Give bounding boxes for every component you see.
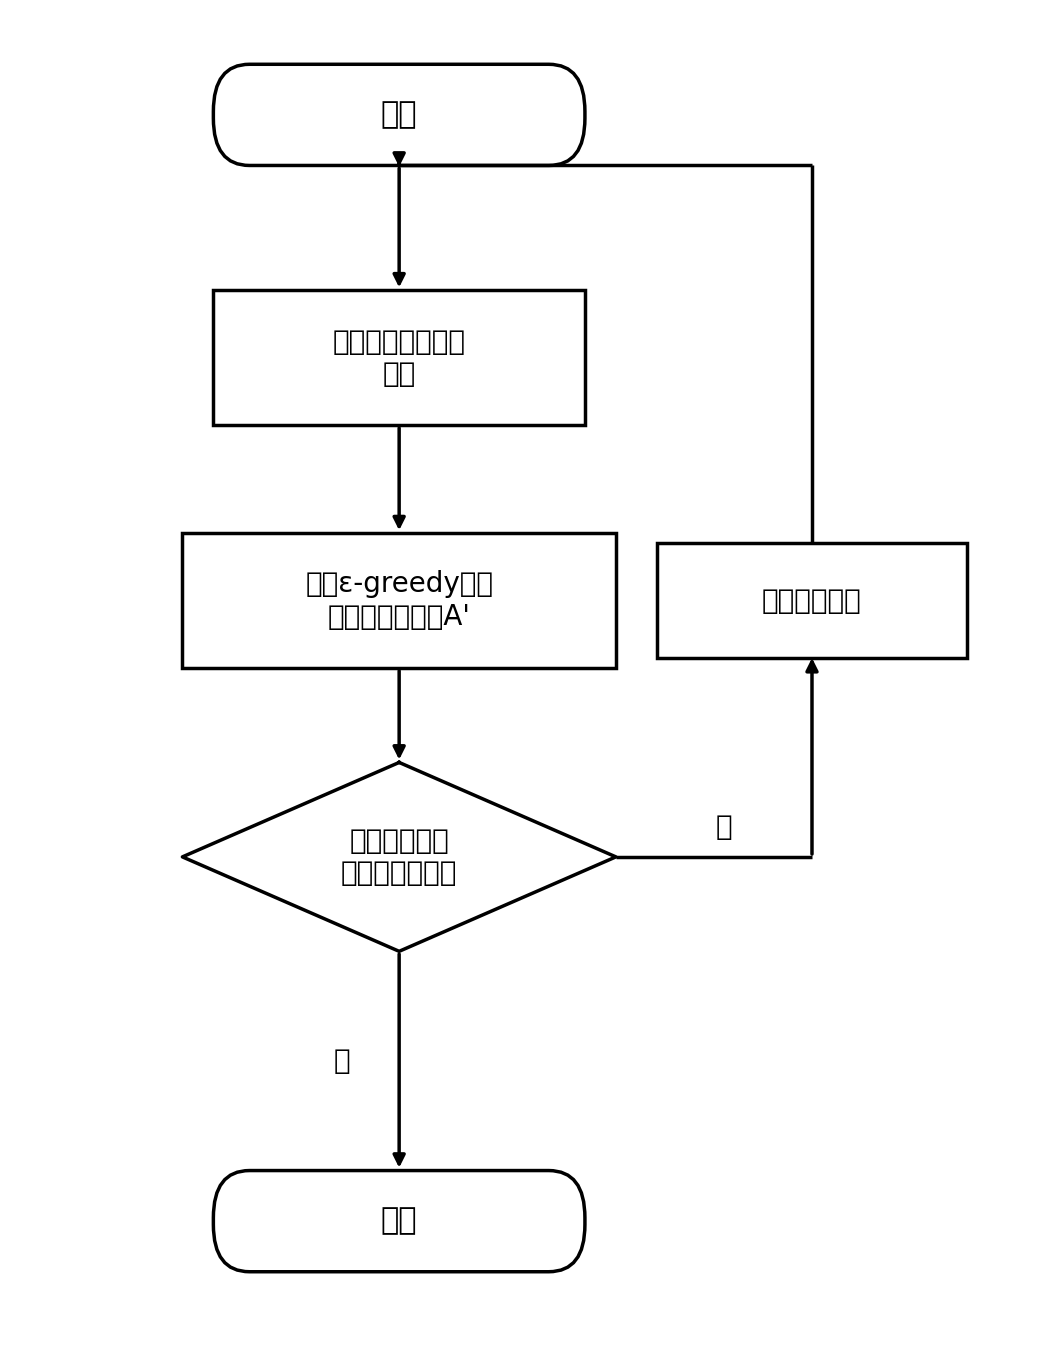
Text: 开始: 开始 xyxy=(381,101,417,129)
Text: 是: 是 xyxy=(334,1047,350,1075)
Text: 结束: 结束 xyxy=(381,1206,417,1236)
Text: 采用ε-greedy策略
选择出下一动作A': 采用ε-greedy策略 选择出下一动作A' xyxy=(305,570,493,631)
Text: 计算分配动作
回报值是否收敛: 计算分配动作 回报值是否收敛 xyxy=(341,827,457,887)
Text: 更新下一状态: 更新下一状态 xyxy=(763,586,862,615)
Bar xyxy=(182,533,616,668)
FancyBboxPatch shape xyxy=(213,64,585,165)
Bar xyxy=(657,544,967,658)
Polygon shape xyxy=(182,762,616,951)
Text: 否: 否 xyxy=(715,814,732,841)
Bar xyxy=(213,290,585,425)
FancyBboxPatch shape xyxy=(213,1171,585,1272)
Text: 计算资源分配状态
矩阵: 计算资源分配状态 矩阵 xyxy=(333,327,465,388)
